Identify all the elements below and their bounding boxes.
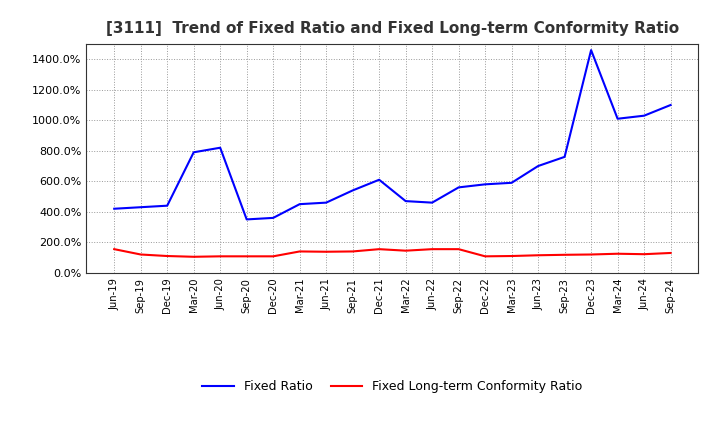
Fixed Ratio (375, 177, 384, 183)
Fixed Long-term Conformity Ratio (560, 252, 569, 257)
Fixed Ratio (136, 205, 145, 210)
Title: [3111]  Trend of Fixed Ratio and Fixed Long-term Conformity Ratio: [3111] Trend of Fixed Ratio and Fixed Lo… (106, 21, 679, 36)
Fixed Ratio (666, 103, 675, 108)
Legend: Fixed Ratio, Fixed Long-term Conformity Ratio: Fixed Ratio, Fixed Long-term Conformity … (197, 375, 588, 398)
Fixed Long-term Conformity Ratio (534, 253, 542, 258)
Fixed Ratio (508, 180, 516, 185)
Fixed Ratio (534, 163, 542, 169)
Fixed Ratio (640, 113, 649, 118)
Fixed Ratio (269, 215, 277, 220)
Fixed Long-term Conformity Ratio (666, 250, 675, 256)
Fixed Long-term Conformity Ratio (189, 254, 198, 260)
Fixed Ratio (189, 150, 198, 155)
Fixed Ratio (454, 185, 463, 190)
Fixed Ratio (216, 145, 225, 150)
Fixed Ratio (163, 203, 171, 208)
Fixed Long-term Conformity Ratio (454, 246, 463, 252)
Fixed Long-term Conformity Ratio (640, 252, 649, 257)
Fixed Long-term Conformity Ratio (375, 246, 384, 252)
Fixed Long-term Conformity Ratio (481, 254, 490, 259)
Fixed Ratio (322, 200, 330, 205)
Fixed Ratio (295, 202, 304, 207)
Fixed Long-term Conformity Ratio (243, 254, 251, 259)
Fixed Long-term Conformity Ratio (322, 249, 330, 254)
Fixed Long-term Conformity Ratio (110, 246, 119, 252)
Fixed Ratio (481, 182, 490, 187)
Fixed Ratio (613, 116, 622, 121)
Fixed Ratio (560, 154, 569, 160)
Fixed Long-term Conformity Ratio (508, 253, 516, 259)
Fixed Long-term Conformity Ratio (136, 252, 145, 257)
Fixed Long-term Conformity Ratio (269, 254, 277, 259)
Fixed Ratio (110, 206, 119, 211)
Fixed Long-term Conformity Ratio (348, 249, 357, 254)
Fixed Long-term Conformity Ratio (163, 253, 171, 259)
Fixed Long-term Conformity Ratio (216, 254, 225, 259)
Fixed Ratio (428, 200, 436, 205)
Fixed Ratio (243, 217, 251, 222)
Line: Fixed Long-term Conformity Ratio: Fixed Long-term Conformity Ratio (114, 249, 670, 257)
Fixed Long-term Conformity Ratio (613, 251, 622, 257)
Fixed Ratio (348, 188, 357, 193)
Fixed Long-term Conformity Ratio (295, 249, 304, 254)
Line: Fixed Ratio: Fixed Ratio (114, 50, 670, 220)
Fixed Long-term Conformity Ratio (401, 248, 410, 253)
Fixed Long-term Conformity Ratio (428, 246, 436, 252)
Fixed Long-term Conformity Ratio (587, 252, 595, 257)
Fixed Ratio (587, 48, 595, 53)
Fixed Ratio (401, 198, 410, 204)
